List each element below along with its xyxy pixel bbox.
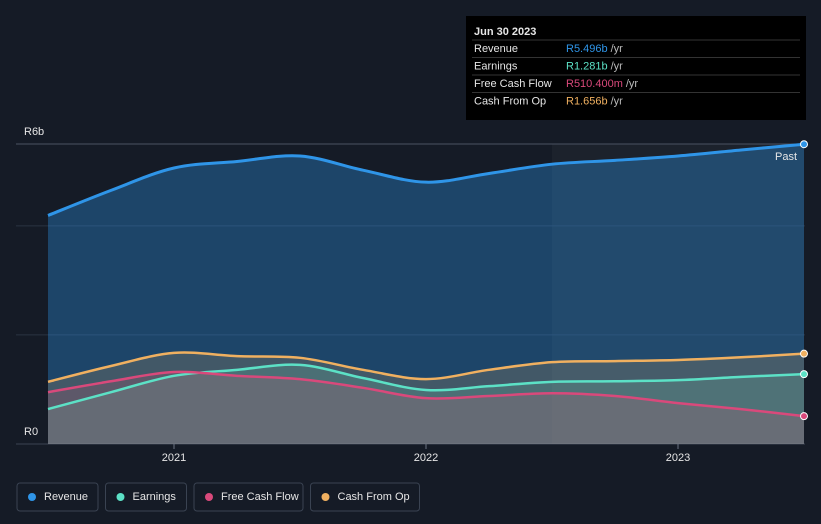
tooltip-value-number: R1.656b [566,95,608,107]
tooltip-value: R510.400m/yr [566,78,638,90]
tooltip-label: Earnings [474,60,518,72]
x-tick-label: 2021 [162,452,186,464]
legend-swatch [205,493,213,501]
series-line [47,363,805,411]
legend-item[interactable]: Free Cash Flow [193,482,304,512]
series-line [47,351,805,384]
legend-label: Revenue [44,491,88,503]
series-line [47,142,805,217]
legend-swatch [116,493,125,501]
tooltip-value-number: R510.400m [566,78,623,90]
tooltip-value: R1.281b/yr [566,60,623,72]
tooltip: Jun 30 2023 Revenue R5.496b/yr Earnings R1.2… [466,16,806,120]
series-area [48,364,804,444]
legend-item[interactable]: Earnings [105,482,187,512]
end-point [800,349,808,358]
series-line [47,370,805,418]
legend-swatch [321,493,330,501]
tooltip-unit: /yr [626,78,639,90]
y-tick-label: R6b [24,126,44,138]
end-point [800,412,808,421]
tooltip-label: Revenue [474,43,518,55]
end-point [800,140,808,149]
x-tick-label: 2023 [666,452,690,464]
tooltip-unit: /yr [611,43,624,55]
tooltip-value: R1.656b/yr [566,95,623,107]
series-area [48,371,804,444]
tooltip-value-number: R5.496b [566,43,608,55]
legend-box[interactable] [310,482,420,512]
y-tick-label: R0 [24,426,38,438]
legend-box[interactable] [193,482,304,512]
tooltip-value-number: R1.281b [566,60,608,72]
x-tick-label: 2022 [414,452,438,464]
legend-label: Cash From Op [338,491,410,503]
legend-label: Free Cash Flow [221,491,299,503]
legend-box[interactable] [105,482,187,512]
end-point [800,370,808,379]
tooltip-label: Free Cash Flow [474,78,552,90]
tooltip-value: R5.496b/yr [566,43,623,55]
legend-box[interactable] [16,482,99,512]
tooltip-label: Cash From Op [474,95,546,107]
tooltip-unit: /yr [611,60,624,72]
legend-item[interactable]: Cash From Op [310,482,420,512]
legend-item[interactable]: Revenue [16,482,99,512]
tooltip-date: Jun 30 2023 [474,26,536,38]
legend-label: Earnings [133,491,177,503]
tooltip-unit: /yr [611,95,624,107]
tooltip-box [466,16,806,120]
legend-swatch [28,493,36,501]
past-label: Past [775,151,797,163]
